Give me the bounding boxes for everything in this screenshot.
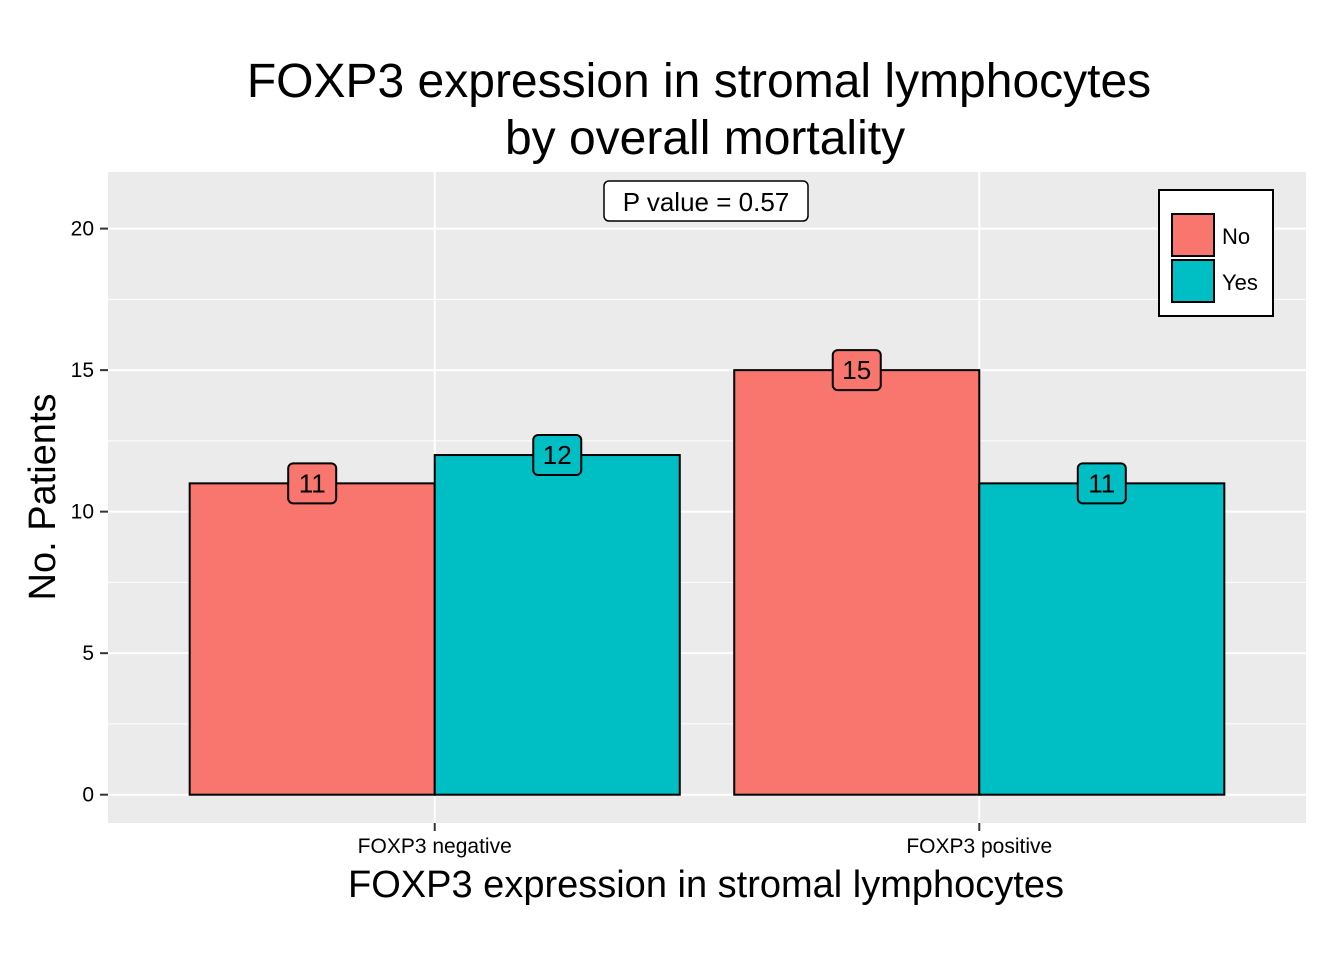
bar-yes-2 (978, 482, 1226, 796)
y-tick-label: 5 (82, 642, 94, 665)
y-axis-title: No. Patients (22, 394, 64, 601)
y-tick-label: 0 (82, 784, 94, 807)
bars (188, 369, 1226, 796)
legend-label-yes: Yes (1222, 270, 1258, 295)
data-label: 11 (1088, 468, 1115, 498)
x-axis-title: FOXP3 expression in stromal lymphocytes (348, 864, 1064, 906)
data-label-box (831, 349, 882, 392)
y-tick-label: 20 (71, 218, 94, 241)
bar-no-1 (188, 482, 436, 796)
legend-label-no: No (1222, 224, 1250, 249)
y-tick-label: 10 (71, 501, 94, 524)
legend: No Yes (1158, 189, 1274, 317)
legend-key-yes (1171, 259, 1215, 303)
bar-yes-1 (433, 454, 681, 796)
x-tick-label: FOXP3 negative (358, 835, 512, 858)
data-label: 11 (299, 468, 326, 498)
bar-labels: 11 12 15 11 (287, 349, 1127, 505)
data-label: 12 (543, 440, 572, 470)
y-tick-label: 15 (71, 359, 94, 382)
chart-title-line-2: by overall mortality (505, 112, 905, 165)
p-value-box (603, 180, 809, 222)
p-value-text: P value = 0.57 (623, 187, 790, 217)
y-axis: 0 5 10 15 20 (71, 218, 108, 807)
data-label-box (287, 462, 338, 505)
data-label: 15 (842, 355, 871, 385)
data-label-box (532, 434, 583, 477)
bar-no-2 (733, 369, 981, 796)
legend-key-no (1171, 213, 1215, 257)
x-tick-label: FOXP3 positive (906, 835, 1052, 858)
data-label-box (1076, 462, 1127, 505)
p-value-annotation: P value = 0.57 (603, 180, 809, 222)
x-axis: FOXP3 negative FOXP3 positive (358, 823, 1052, 858)
chart-title-line-1: FOXP3 expression in stromal lymphocytes (247, 55, 1151, 108)
